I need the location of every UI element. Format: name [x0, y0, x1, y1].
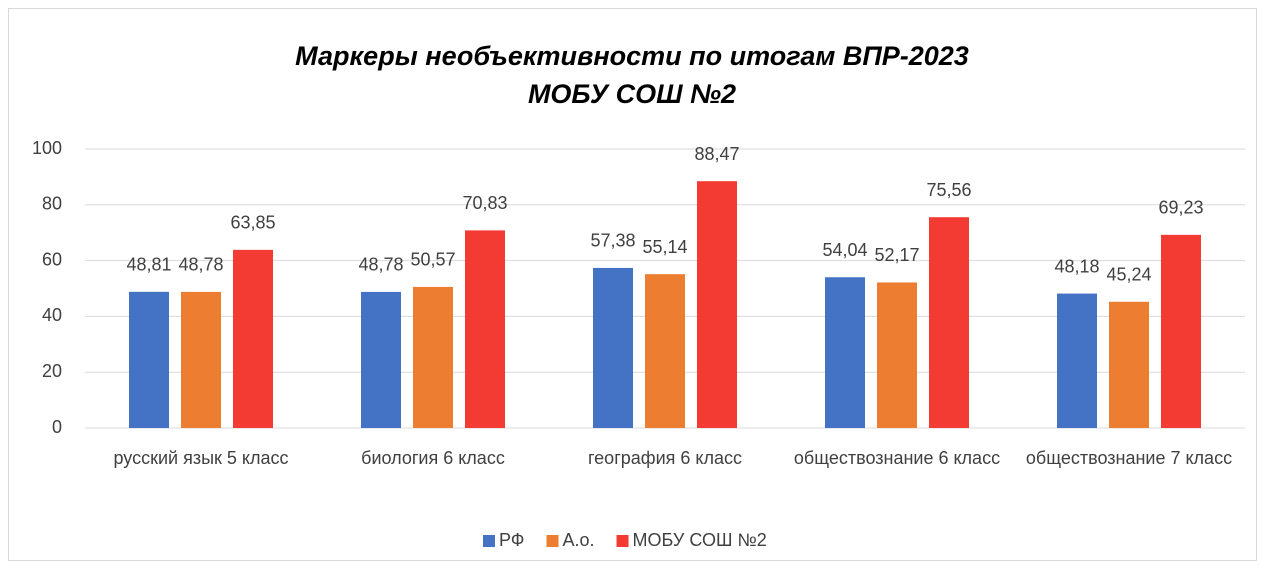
data-label: 70,83: [462, 193, 507, 213]
bar: [233, 249, 273, 428]
data-label: 48,78: [358, 255, 403, 275]
y-tick-label: 100: [32, 138, 62, 158]
y-tick-label: 80: [42, 194, 62, 214]
legend-label: МОБУ СОШ №2: [633, 530, 767, 550]
data-label: 55,14: [642, 237, 687, 257]
bar: [645, 274, 685, 428]
x-tick-label-box: обществознание 6 класс: [793, 448, 1001, 468]
data-label: 48,18: [1054, 256, 1099, 276]
bar: [825, 277, 865, 428]
x-tick-label: обществознание 7 класс: [1025, 448, 1233, 468]
bar: [465, 230, 505, 428]
bar: [1057, 293, 1097, 428]
bar: [1109, 301, 1149, 428]
legend-label: А.о.: [563, 530, 595, 550]
data-label: 52,17: [874, 245, 919, 265]
legend-swatch: [616, 535, 629, 547]
x-tick-label-box: география 6 класс: [588, 448, 742, 468]
y-tick-label: 0: [52, 417, 62, 437]
data-label: 54,04: [822, 240, 867, 260]
bar: [877, 282, 917, 428]
x-tick-label-box: русский язык 5 класс: [113, 448, 289, 468]
y-tick-label: 60: [42, 249, 62, 269]
bar: [593, 267, 633, 428]
data-label: 69,23: [1158, 198, 1203, 218]
x-tick-label-box: биология 6 класс: [361, 448, 505, 468]
x-tick-label: география 6 класс: [588, 448, 742, 468]
data-label: 57,38: [590, 231, 635, 251]
bar: [181, 291, 221, 428]
y-tick-label: 20: [42, 361, 62, 381]
x-tick-label: биология 6 класс: [361, 448, 505, 468]
x-tick-label: обществознание 6 класс: [793, 448, 1001, 468]
bar: [129, 291, 169, 428]
legend-label: РФ: [499, 530, 525, 550]
chart-title: МОБУ СОШ №2: [528, 79, 736, 109]
legend-swatch: [546, 535, 559, 547]
data-label: 75,56: [926, 180, 971, 200]
x-tick-label: русский язык 5 класс: [113, 448, 289, 468]
data-label: 48,81: [126, 255, 171, 275]
data-label: 63,85: [230, 213, 275, 233]
data-label: 88,47: [694, 144, 739, 164]
bar: [413, 286, 453, 428]
chart-title: Маркеры необъективности по итогам ВПР-20…: [295, 41, 969, 71]
bar: [361, 291, 401, 428]
data-label: 45,24: [1106, 265, 1151, 285]
data-label: 48,78: [178, 255, 223, 275]
bar: [929, 217, 969, 428]
bar: [1161, 234, 1201, 428]
bar: [697, 181, 737, 428]
data-label: 50,57: [410, 250, 455, 270]
y-tick-label: 40: [42, 305, 62, 325]
legend-swatch: [483, 535, 495, 547]
x-tick-label-box: обществознание 7 класс: [1025, 448, 1233, 468]
